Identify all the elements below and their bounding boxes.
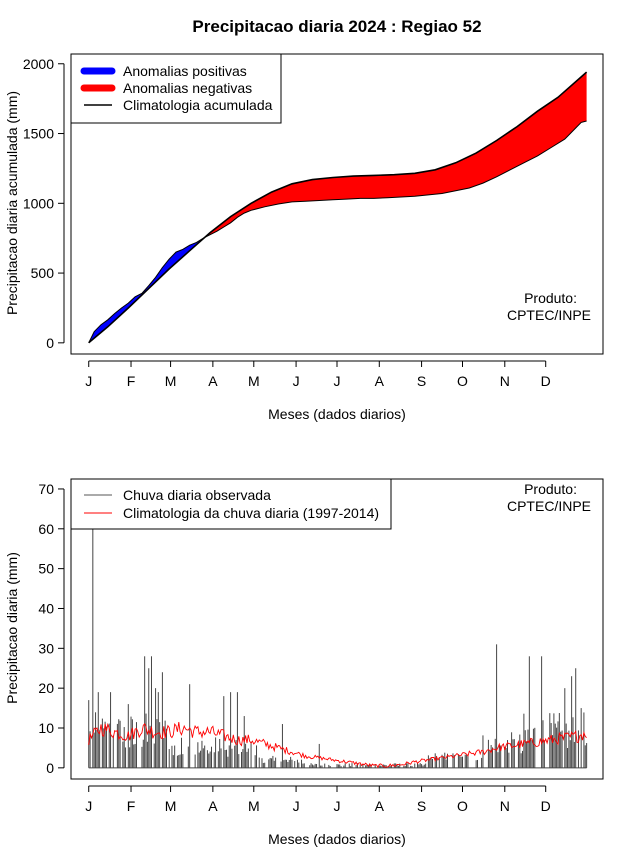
daily-y-label: Precipitacao diaria (mm) [4, 552, 20, 704]
cumulative-product-label: Produto: [524, 290, 577, 306]
cumulative-product-source: CPTEC/INPE [507, 307, 591, 323]
cumulative-x-tick-label: D [541, 373, 551, 389]
daily-x-tick-label: J [293, 798, 300, 814]
daily-x-tick-label: F [127, 798, 136, 814]
cumulative-y-tick-label: 0 [46, 335, 54, 351]
climatology-daily-line [88, 722, 587, 769]
cumulative-y-tick-label: 500 [31, 265, 55, 281]
cumulative-x-tick-label: A [375, 373, 385, 389]
cumulative-x-tick-label: N [500, 373, 510, 389]
daily-x-tick-label: J [334, 798, 341, 814]
legend-label-climatology-daily: Climatologia da chuva diaria (1997-2014) [123, 505, 379, 521]
daily-y-tick-label: 30 [38, 640, 54, 656]
daily-x-tick-label: A [208, 798, 218, 814]
daily-y-tick-label: 10 [38, 720, 54, 736]
cumulative-x-tick-label: S [417, 373, 426, 389]
daily-x-tick-label: D [541, 798, 551, 814]
cumulative-legend: Anomalias positivas Anomalias negativas … [70, 53, 282, 124]
daily-y-tick-label: 70 [38, 481, 54, 497]
daily-x-tick-label: M [165, 798, 177, 814]
daily-x-tick-label: N [500, 798, 510, 814]
daily-y-tick-label: 50 [38, 561, 54, 577]
daily-x-tick-label: M [248, 798, 260, 814]
cumulative-y-tick-label: 2000 [23, 56, 54, 72]
cumulative-y-tick-label: 1000 [23, 195, 54, 211]
cumulative-x-tick-label: M [248, 373, 260, 389]
climatology-cumulative-line [88, 71, 588, 344]
cumulative-plot-frame [70, 53, 604, 355]
cumulative-x-tick-label: J [293, 373, 300, 389]
negative-anomaly-area [204, 72, 587, 238]
legend-label-climatology-cumulative: Climatologia acumulada [123, 97, 273, 113]
cumulative-x-tick-label: M [165, 373, 177, 389]
cumulative-x-tick-label: J [85, 373, 92, 389]
daily-legend: Chuva diaria observada Climatologia da c… [70, 478, 392, 530]
daily-y-tick-label: 20 [38, 680, 54, 696]
cumulative-x-tick-label: J [334, 373, 341, 389]
cumulative-y-axis: 0 500 1000 1500 2000 [23, 56, 65, 351]
daily-y-tick-label: 0 [46, 760, 54, 776]
cumulative-x-label: Meses (dados diarios) [268, 406, 406, 422]
cumulative-x-tick-label: A [208, 373, 218, 389]
observed-cumulative-line [88, 120, 587, 344]
daily-x-tick-label: J [85, 798, 92, 814]
legend-label-observed: Chuva diaria observada [123, 487, 271, 503]
daily-panel: 0 10 20 30 40 50 60 70 J F M A M J J A S O N D Precipitaca… [4, 478, 604, 847]
cumulative-y-tick-label: 1500 [23, 126, 54, 142]
legend-label-negative: Anomalias negativas [123, 80, 252, 96]
legend-label-positive: Anomalias positivas [123, 63, 247, 79]
daily-x-label: Meses (dados diarios) [268, 831, 406, 847]
daily-product-source: CPTEC/INPE [507, 498, 591, 514]
cumulative-x-tick-label: O [457, 373, 468, 389]
daily-x-tick-label: S [417, 798, 426, 814]
cumulative-panel: 0 500 1000 1500 2000 J F M A M J J A S O N D Precipitac… [4, 53, 604, 422]
daily-legend-box [70, 478, 392, 530]
daily-product-label: Produto: [524, 481, 577, 497]
cumulative-x-tick-label: F [127, 373, 136, 389]
daily-x-tick-label: O [457, 798, 468, 814]
daily-y-axis: 0 10 20 30 40 50 60 70 [38, 481, 65, 776]
daily-y-tick-label: 40 [38, 600, 54, 616]
cumulative-y-label: Precipitacao diaria acumulada (mm) [4, 91, 20, 315]
daily-climatology [88, 722, 587, 769]
daily-y-tick-label: 60 [38, 521, 54, 537]
daily-x-tick-label: A [375, 798, 385, 814]
page-title: Precipitacao diaria 2024 : Regiao 52 [192, 17, 481, 36]
cumulative-lines [88, 71, 588, 344]
